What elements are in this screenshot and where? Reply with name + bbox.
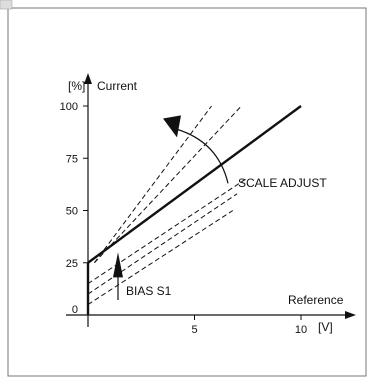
bias-label: BIAS S1 — [126, 284, 172, 298]
ticks: 0 25 50 75 100 5 10 — [60, 101, 307, 336]
y-unit-label: [%] — [68, 79, 85, 93]
y-tick-label: 50 — [66, 206, 78, 218]
dashed-lines — [87, 105, 246, 305]
main-characteristic-line — [87, 105, 302, 264]
x-axis-title: Reference — [288, 293, 344, 307]
x-unit-label: [V] — [318, 320, 333, 334]
scale-adjust-arc — [175, 128, 229, 184]
y-axis-title: Current — [97, 79, 138, 93]
scale-adjust-arrowhead — [163, 115, 181, 138]
scale-adjust-label: SCALE ADJUST — [238, 176, 327, 190]
bias-arrowhead — [113, 252, 123, 278]
dashed-line-upper — [93, 105, 212, 264]
dashed-line-lower — [87, 193, 238, 295]
dashed-line-lower — [87, 210, 234, 305]
y-axis-arrowhead — [84, 73, 92, 84]
y-tick-label: 25 — [66, 258, 78, 270]
y-tick-label: 75 — [66, 153, 78, 165]
dashed-line-lower — [87, 178, 246, 285]
x-axis-arrowhead — [345, 311, 356, 319]
axes — [66, 73, 356, 327]
y-tick-label: 100 — [60, 101, 78, 113]
dashed-line-upper — [94, 105, 242, 264]
x-tick-label: 5 — [191, 324, 197, 336]
y-tick-label: 0 — [72, 304, 78, 316]
x-tick-label: 10 — [295, 324, 307, 336]
